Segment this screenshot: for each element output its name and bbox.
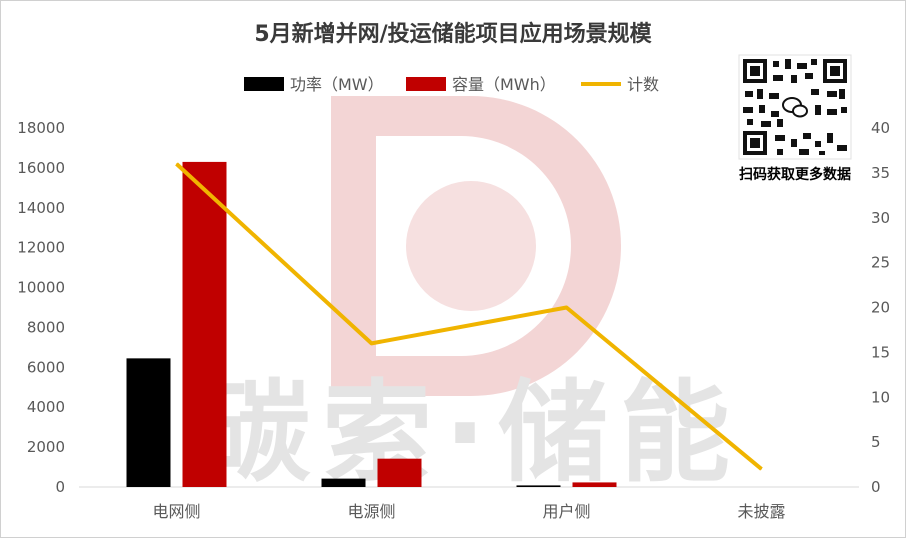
legend-label-power: 功率（MW） (290, 75, 384, 94)
chart-title: 5月新增并网/投运储能项目应用场景规模 (254, 21, 652, 47)
left-tick-label: 12000 (17, 239, 65, 257)
category-label: 用户侧 (542, 502, 590, 521)
legend-label-count: 计数 (627, 75, 659, 94)
left-tick-label: 2000 (27, 438, 65, 456)
right-tick-label: 30 (871, 209, 890, 227)
left-tick-label: 16000 (17, 159, 65, 177)
right-tick-label: 0 (871, 478, 881, 496)
count-point (761, 468, 762, 470)
category-label: 未披露 (737, 502, 785, 521)
left-tick-label: 10000 (17, 279, 65, 297)
right-tick-label: 35 (871, 164, 890, 182)
right-tick-label: 5 (871, 433, 881, 451)
legend: 功率（MW） 容量（MWh） 计数 (244, 75, 659, 94)
bars (126, 161, 617, 487)
left-tick-label: 4000 (27, 398, 65, 416)
count-point (566, 307, 567, 308)
right-tick-label: 20 (871, 299, 890, 317)
category-label: 电源侧 (347, 502, 395, 521)
capacity-bar (377, 458, 422, 487)
legend-swatch-power (244, 77, 284, 91)
legend-label-capacity: 容量（MWh） (452, 75, 556, 94)
left-tick-label: 8000 (27, 318, 65, 336)
right-tick-label: 25 (871, 254, 890, 272)
left-tick-label: 18000 (17, 119, 65, 137)
left-tick-label: 14000 (17, 199, 65, 217)
right-axis: 0 5 10 15 20 25 30 35 40 (871, 119, 890, 496)
right-tick-label: 10 (871, 388, 890, 406)
left-tick-label: 6000 (27, 358, 65, 376)
left-axis: 0 2000 4000 6000 8000 10000 12000 14000 16000 180… (17, 119, 65, 496)
power-bar (321, 478, 366, 487)
qr-code[interactable] (738, 54, 852, 160)
legend-swatch-capacity (406, 77, 446, 91)
category-label: 电网侧 (152, 502, 200, 521)
count-point (371, 342, 372, 344)
qr-caption: 扫码获取更多数据 (739, 166, 851, 183)
count-point (176, 163, 177, 165)
left-tick-label: 0 (55, 478, 65, 496)
count-line-path (175, 162, 763, 471)
watermark-logo (331, 96, 621, 396)
wechat-icon (782, 97, 808, 118)
right-tick-label: 40 (871, 119, 890, 137)
category-labels: 电网侧 电源侧 用户侧 未披露 (152, 502, 785, 521)
right-tick-label: 15 (871, 343, 890, 361)
watermark-text: 碳索·储能 (200, 369, 742, 497)
capacity-bar (572, 482, 617, 487)
count-line (175, 162, 763, 471)
capacity-bar (182, 161, 227, 487)
power-bar (516, 485, 561, 487)
power-bar (126, 358, 171, 487)
